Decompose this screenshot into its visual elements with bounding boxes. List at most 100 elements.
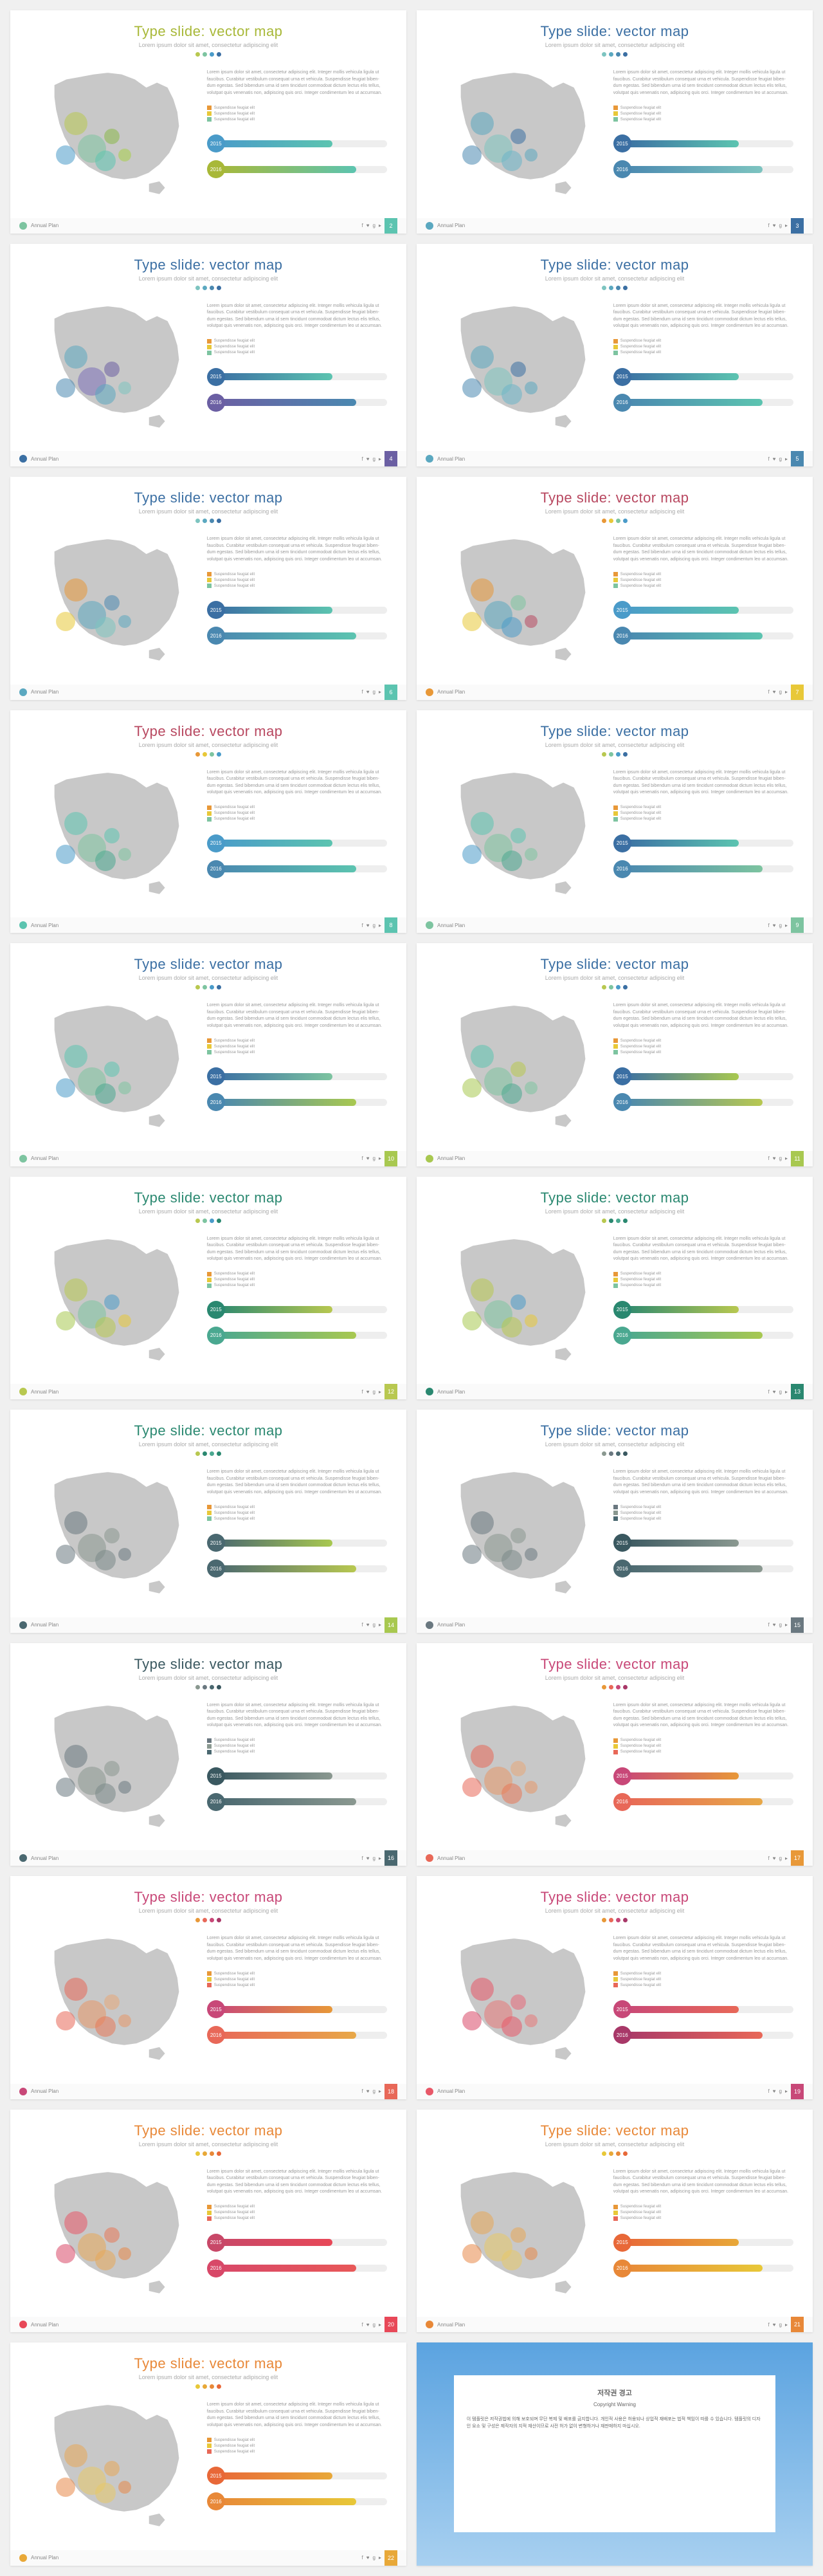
youtube-icon[interactable]: ▸: [785, 1622, 788, 1628]
facebook-icon[interactable]: f: [768, 2088, 770, 2094]
twitter-icon[interactable]: ♥: [773, 456, 776, 462]
legend-item: Suspendisse feugiat elit: [613, 111, 793, 116]
twitter-icon[interactable]: ♥: [773, 1622, 776, 1628]
twitter-icon[interactable]: ♥: [366, 1389, 370, 1395]
map-bubble: [104, 362, 120, 377]
twitter-icon[interactable]: ♥: [773, 1389, 776, 1395]
facebook-icon[interactable]: f: [768, 689, 770, 695]
google-icon[interactable]: g: [373, 2555, 375, 2561]
google-icon[interactable]: g: [373, 1855, 375, 1861]
twitter-icon[interactable]: ♥: [366, 2088, 370, 2094]
twitter-icon[interactable]: ♥: [773, 1155, 776, 1161]
youtube-icon[interactable]: ▸: [379, 2322, 381, 2328]
google-icon[interactable]: g: [779, 689, 782, 695]
facebook-icon[interactable]: f: [362, 1155, 363, 1161]
youtube-icon[interactable]: ▸: [785, 456, 788, 462]
youtube-icon[interactable]: ▸: [379, 2555, 381, 2561]
google-icon[interactable]: g: [373, 923, 375, 928]
facebook-icon[interactable]: f: [362, 2555, 363, 2561]
youtube-icon[interactable]: ▸: [785, 923, 788, 928]
google-icon[interactable]: g: [373, 223, 375, 228]
youtube-icon[interactable]: ▸: [785, 223, 788, 228]
twitter-icon[interactable]: ♥: [366, 689, 370, 695]
legend-label: Suspendisse feugiat elit: [620, 351, 661, 354]
google-icon[interactable]: g: [779, 223, 782, 228]
twitter-icon[interactable]: ♥: [366, 1855, 370, 1861]
slide-footer: Annual Plan f ♥ g ▸ 13: [417, 1384, 813, 1399]
google-icon[interactable]: g: [373, 1622, 375, 1628]
facebook-icon[interactable]: f: [362, 1389, 363, 1395]
youtube-icon[interactable]: ▸: [379, 689, 381, 695]
youtube-icon[interactable]: ▸: [379, 1389, 381, 1395]
youtube-icon[interactable]: ▸: [785, 2088, 788, 2094]
facebook-icon[interactable]: f: [362, 2088, 363, 2094]
youtube-icon[interactable]: ▸: [785, 689, 788, 695]
facebook-icon[interactable]: f: [362, 1622, 363, 1628]
google-icon[interactable]: g: [779, 1389, 782, 1395]
youtube-icon[interactable]: ▸: [785, 1155, 788, 1161]
google-icon[interactable]: g: [779, 456, 782, 462]
legend-swatch: [207, 1505, 212, 1509]
facebook-icon[interactable]: f: [362, 1855, 363, 1861]
youtube-icon[interactable]: ▸: [379, 1855, 381, 1861]
legend: Suspendisse feugiat elitSuspendisse feug…: [207, 1971, 387, 1987]
facebook-icon[interactable]: f: [768, 1855, 770, 1861]
facebook-icon[interactable]: f: [768, 223, 770, 228]
title-dots: [30, 1451, 387, 1456]
facebook-icon[interactable]: f: [768, 2322, 770, 2328]
facebook-icon[interactable]: f: [362, 689, 363, 695]
twitter-icon[interactable]: ♥: [773, 2322, 776, 2328]
twitter-icon[interactable]: ♥: [773, 689, 776, 695]
facebook-icon[interactable]: f: [768, 1389, 770, 1395]
google-icon[interactable]: g: [779, 2088, 782, 2094]
twitter-icon[interactable]: ♥: [773, 1855, 776, 1861]
facebook-icon[interactable]: f: [768, 1622, 770, 1628]
twitter-icon[interactable]: ♥: [366, 1155, 370, 1161]
google-icon[interactable]: g: [779, 1155, 782, 1161]
twitter-icon[interactable]: ♥: [366, 2322, 370, 2328]
twitter-icon[interactable]: ♥: [773, 923, 776, 928]
youtube-icon[interactable]: ▸: [785, 2322, 788, 2328]
facebook-icon[interactable]: f: [768, 456, 770, 462]
youtube-icon[interactable]: ▸: [785, 1389, 788, 1395]
google-icon[interactable]: g: [373, 1389, 375, 1395]
facebook-icon[interactable]: f: [362, 456, 363, 462]
twitter-icon[interactable]: ♥: [366, 2555, 370, 2561]
youtube-icon[interactable]: ▸: [379, 923, 381, 928]
legend-swatch: [613, 111, 618, 116]
facebook-icon[interactable]: f: [768, 1155, 770, 1161]
bar-2015: 2015: [613, 1067, 793, 1085]
youtube-icon[interactable]: ▸: [379, 1622, 381, 1628]
title-dot: [616, 1219, 620, 1223]
map-bubble: [525, 1081, 538, 1094]
youtube-icon[interactable]: ▸: [379, 456, 381, 462]
google-icon[interactable]: g: [779, 1855, 782, 1861]
facebook-icon[interactable]: f: [362, 2322, 363, 2328]
google-icon[interactable]: g: [779, 923, 782, 928]
twitter-icon[interactable]: ♥: [366, 456, 370, 462]
google-icon[interactable]: g: [373, 2322, 375, 2328]
google-icon[interactable]: g: [779, 1622, 782, 1628]
bar-track: [216, 166, 387, 173]
youtube-icon[interactable]: ▸: [785, 1855, 788, 1861]
twitter-icon[interactable]: ♥: [366, 923, 370, 928]
twitter-icon[interactable]: ♥: [773, 223, 776, 228]
youtube-icon[interactable]: ▸: [379, 1155, 381, 1161]
map-bubble: [64, 2211, 87, 2234]
twitter-icon[interactable]: ♥: [773, 2088, 776, 2094]
facebook-icon[interactable]: f: [768, 923, 770, 928]
twitter-icon[interactable]: ♥: [366, 1622, 370, 1628]
google-icon[interactable]: g: [779, 2322, 782, 2328]
legend-swatch: [207, 351, 212, 355]
legend-item: Suspendisse feugiat elit: [613, 584, 793, 588]
facebook-icon[interactable]: f: [362, 923, 363, 928]
facebook-icon[interactable]: f: [362, 223, 363, 228]
youtube-icon[interactable]: ▸: [379, 2088, 381, 2094]
google-icon[interactable]: g: [373, 456, 375, 462]
google-icon[interactable]: g: [373, 1155, 375, 1161]
youtube-icon[interactable]: ▸: [379, 223, 381, 228]
google-icon[interactable]: g: [373, 689, 375, 695]
twitter-icon[interactable]: ♥: [366, 223, 370, 228]
google-icon[interactable]: g: [373, 2088, 375, 2094]
title-dots: [436, 752, 793, 757]
